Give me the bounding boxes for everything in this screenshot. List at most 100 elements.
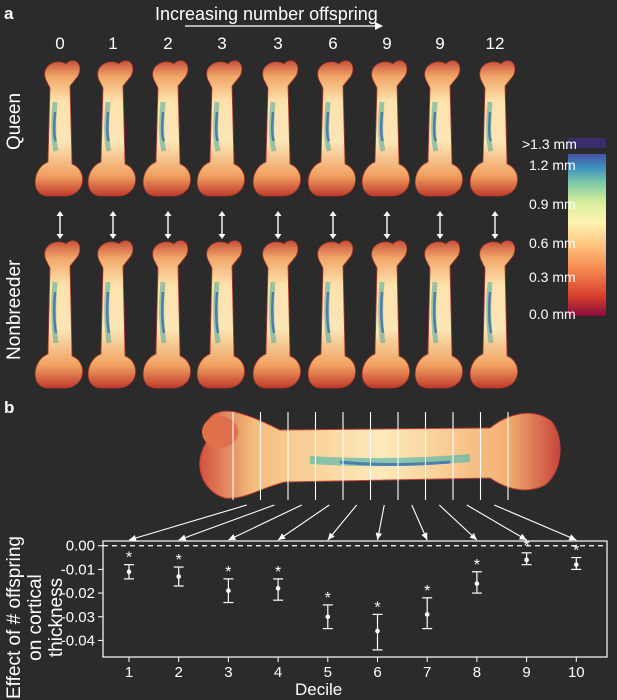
pair-arrow-5 xyxy=(329,211,337,239)
ytick-label-3: -0.03 xyxy=(61,609,95,626)
xtick-label-2: 3 xyxy=(224,664,232,681)
significance-star-6: * xyxy=(424,583,430,600)
chart-ylabel: Effect of # offspring on cortical thickn… xyxy=(4,536,67,700)
colorbar-label-gt13: >1.3 mm xyxy=(522,136,577,152)
significance-star-3: * xyxy=(275,564,281,581)
colorbar-overflow-swatch xyxy=(568,138,606,148)
nonbreeder-femur-8 xyxy=(469,240,518,389)
xtick-label-4: 5 xyxy=(324,664,332,681)
data-point-decile-8: * xyxy=(471,557,482,594)
queen-femur-4 xyxy=(252,60,301,197)
pair-arrow-2 xyxy=(164,211,172,239)
queen-femur-8 xyxy=(469,60,518,197)
chart-xlabel: Decile xyxy=(295,680,343,699)
femur-shape xyxy=(199,410,561,499)
data-point-decile-4: * xyxy=(273,564,284,601)
nonbreeder-femur-1 xyxy=(87,240,136,389)
pair-arrow-3 xyxy=(218,211,226,239)
offspring-count-5: 6 xyxy=(328,34,338,53)
decile-arrow-3 xyxy=(228,504,302,541)
point-marker-1 xyxy=(176,574,181,579)
colorbar-label-00: 0.0 mm xyxy=(529,306,576,322)
xtick-label-6: 7 xyxy=(423,664,431,681)
ytick-label-0: 0.00 xyxy=(66,538,95,555)
decile-arrow-2 xyxy=(178,504,275,541)
point-marker-6 xyxy=(424,612,430,617)
data-point-decile-10: * xyxy=(571,543,582,571)
decile-arrow-7 xyxy=(411,504,428,541)
nonbreeder-femur-4 xyxy=(252,240,301,389)
offspring-count-4: 3 xyxy=(273,34,283,53)
increasing-arrow xyxy=(185,22,383,30)
femur-horizontal xyxy=(199,410,561,500)
offspring-count-3: 3 xyxy=(217,34,227,53)
femur-head xyxy=(202,416,238,448)
decile-arrow-5 xyxy=(327,504,358,541)
decile-arrow-4 xyxy=(277,504,330,541)
significance-star-1: * xyxy=(176,552,182,569)
colorbar-label-06: 0.6 mm xyxy=(529,235,576,251)
nonbreeder-femur-6 xyxy=(361,240,410,389)
colorbar-label-09: 0.9 mm xyxy=(529,196,576,212)
decile-arrow-8 xyxy=(438,504,478,541)
queen-femur-0 xyxy=(34,60,83,197)
xtick-label-3: 4 xyxy=(274,664,282,681)
decile-arrow-9 xyxy=(466,504,527,541)
point-marker-0 xyxy=(126,569,132,575)
data-point-decile-9: * xyxy=(521,538,532,566)
xtick-label-1: 2 xyxy=(175,664,183,681)
significance-star-2: * xyxy=(225,564,231,581)
queen-femur-3 xyxy=(196,60,245,197)
colorbar-gradient xyxy=(568,154,606,316)
significance-star-0: * xyxy=(126,550,132,567)
queen-femur-1 xyxy=(87,60,136,197)
nonbreeder-femur-7 xyxy=(414,240,463,389)
increasing-offspring-title: Increasing number offspring xyxy=(155,4,378,24)
pair-arrow-8 xyxy=(491,211,499,239)
ytick-label-4: -0.04 xyxy=(61,632,95,649)
significance-star-8: * xyxy=(523,538,529,555)
point-marker-5 xyxy=(375,628,380,634)
data-point-decile-6: * xyxy=(372,599,383,651)
nonbreeder-femur-5 xyxy=(307,240,356,389)
decile-arrow-10 xyxy=(494,504,577,541)
point-marker-3 xyxy=(275,586,281,591)
xtick-label-5: 6 xyxy=(373,664,381,681)
ytick-label-1: -0.01 xyxy=(61,561,95,578)
queen-femur-5 xyxy=(307,60,356,197)
offspring-count-8: 12 xyxy=(485,34,505,53)
queen-femur-7 xyxy=(414,60,463,197)
xtick-label-0: 1 xyxy=(125,664,133,681)
data-point-decile-7: * xyxy=(422,583,433,630)
offspring-count-0: 0 xyxy=(55,34,65,53)
colorbar-label-12: 1.2 mm xyxy=(529,157,576,173)
significance-star-4: * xyxy=(325,590,331,607)
pair-arrow-7 xyxy=(436,211,444,239)
point-marker-8 xyxy=(524,557,529,563)
xtick-label-7: 8 xyxy=(473,664,481,681)
decile-arrow-6 xyxy=(375,504,385,541)
offspring-count-6: 9 xyxy=(382,34,392,53)
data-point-decile-3: * xyxy=(223,564,234,604)
significance-star-7: * xyxy=(474,557,480,574)
significance-star-5: * xyxy=(374,599,380,616)
point-marker-2 xyxy=(226,588,231,594)
data-point-decile-1: * xyxy=(124,550,134,580)
nonbreeder-femur-2 xyxy=(142,240,191,389)
pair-arrow-0 xyxy=(56,211,64,239)
data-point-decile-2: * xyxy=(173,552,184,587)
nonbreeder-femur-3 xyxy=(196,240,245,389)
pair-arrow-6 xyxy=(383,211,391,239)
ytick-label-2: -0.02 xyxy=(61,585,95,602)
decile-arrow-1 xyxy=(128,504,247,542)
data-point-decile-5: * xyxy=(322,590,333,630)
queen-femur-6 xyxy=(361,60,410,197)
queen-femur-2 xyxy=(142,60,191,197)
significance-star-9: * xyxy=(573,543,579,560)
nonbreeder-femur-0 xyxy=(34,240,83,389)
panel-b-label: b xyxy=(4,398,15,417)
point-marker-9 xyxy=(574,562,579,567)
